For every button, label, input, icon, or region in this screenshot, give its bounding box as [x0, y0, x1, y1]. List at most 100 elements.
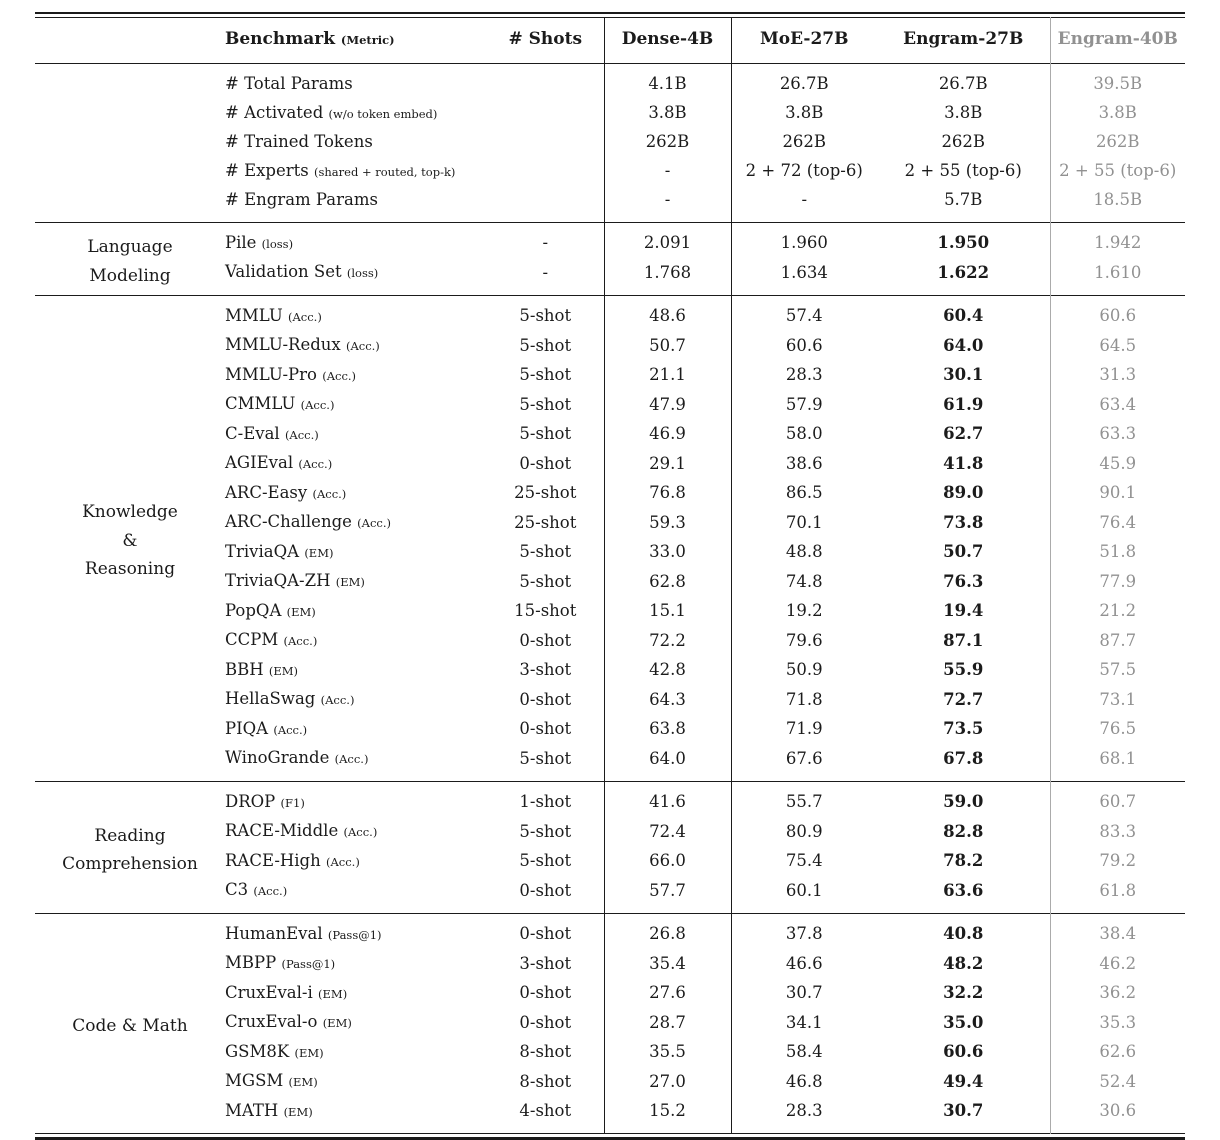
- value-cell: 1.768: [604, 258, 732, 295]
- value-cell: 63.4: [1099, 394, 1137, 414]
- section-group-label: Language Modeling: [35, 222, 225, 295]
- metric-label: (EM): [286, 604, 316, 619]
- metric-label: (Acc.): [284, 427, 319, 442]
- benchmark-name: CruxEval-o: [225, 1012, 318, 1031]
- shots-cell: 5-shot: [487, 537, 605, 567]
- shots-cell: [487, 128, 605, 157]
- table-row: C3 (Acc.) 0-shot 57.7 60.1 63.6 61.8: [35, 876, 1185, 913]
- group-label-line: &: [122, 530, 138, 551]
- metric-label: (Pass@1): [281, 957, 336, 971]
- value-cell: 18.5B: [1093, 190, 1143, 209]
- value-cell: 35.0: [877, 1008, 1051, 1038]
- value-cell: 76.4: [1099, 512, 1137, 532]
- value-cell: 15.2: [604, 1096, 732, 1134]
- value-cell: 64.3: [604, 685, 732, 715]
- section-model-config: # Total Params 4.1B 26.7B 26.7B 39.5B # Activ…: [35, 63, 1185, 222]
- value-cell: 72.7: [877, 685, 1051, 715]
- benchmark-name: GSM8K: [225, 1041, 290, 1061]
- value-cell: 21.2: [1099, 601, 1137, 620]
- group-label-line: Modeling: [89, 265, 171, 286]
- table-row: Validation Set (loss) -1.768 1.634 1.622 1.6…: [35, 258, 1185, 295]
- value-cell: 32.2: [877, 978, 1051, 1008]
- value-cell: 30.1: [877, 360, 1051, 390]
- section-reading-comprehension: Reading Comprehension DROP (F1) 1-shot 41.6 5…: [35, 781, 1185, 913]
- value-cell: 26.7B: [877, 63, 1051, 99]
- benchmark-cell: HellaSwag (Acc.): [225, 685, 487, 715]
- metric-label: (EM): [288, 1075, 318, 1089]
- benchmark-name: HellaSwag: [225, 689, 316, 708]
- benchmark-name: HumanEval: [225, 923, 323, 943]
- table-row: C-Eval (Acc.) 5-shot 46.9 58.0 62.7 63.3: [35, 419, 1185, 449]
- value-cell: 262B: [782, 132, 827, 151]
- value-cell: 83.3: [1099, 821, 1137, 841]
- value-cell: 57.9: [785, 394, 823, 414]
- section-code-math: Code & Math HumanEval (Pass@1) 0-shot 26.8 3…: [35, 913, 1185, 1134]
- value-cell: 61.9: [877, 390, 1051, 420]
- shots-cell: 8-shot: [487, 1067, 605, 1097]
- value-cell: 64.5: [1099, 335, 1137, 355]
- value-cell: 39.5B: [1093, 74, 1143, 93]
- value-cell: 80.9: [785, 821, 823, 841]
- shots-cell: 5-shot: [487, 360, 605, 390]
- value-cell: 3.8B: [877, 98, 1051, 128]
- value-cell: 78.2: [877, 846, 1051, 876]
- benchmark-name: # Engram Params: [225, 190, 378, 209]
- value-cell: 86.5: [785, 483, 823, 502]
- benchmark-name: C-Eval: [225, 423, 280, 443]
- table-header: Benchmark (Metric) # Shots Dense-4B MoE-…: [35, 17, 1185, 64]
- benchmark-name: PIQA: [225, 718, 269, 738]
- shots-cell: 5-shot: [487, 390, 605, 420]
- value-cell: 77.9: [1099, 571, 1137, 591]
- value-cell: 42.8: [604, 655, 732, 685]
- table-row: CMMLU (Acc.) 5-shot 47.9 57.9 61.9 63.4: [35, 390, 1185, 420]
- group-label-line: Knowledge: [82, 502, 178, 523]
- shots-cell: 8-shot: [487, 1037, 605, 1067]
- value-cell: 73.5: [877, 714, 1051, 744]
- shots-cell: 0-shot: [487, 978, 605, 1008]
- benchmark-name: CMMLU: [225, 394, 296, 413]
- metric-label: (EM): [322, 1016, 352, 1030]
- benchmark-cell: TriviaQA (EM): [225, 538, 487, 568]
- benchmark-cell: # Activated (w/o token embed): [225, 99, 487, 129]
- metric-label: (EM): [268, 663, 299, 678]
- benchmark-name: ARC-Easy: [225, 482, 308, 502]
- benchmark-name: MMLU-Redux: [225, 335, 341, 354]
- table-row: WinoGrande (Acc.) 5-shot 64.0 67.6 67.8 68.1: [35, 744, 1185, 781]
- header-shots: # Shots: [487, 17, 605, 64]
- benchmark-cell: PIQA (Acc.): [225, 715, 487, 745]
- metric-label: (Acc.): [320, 693, 355, 707]
- benchmark-name: CruxEval-i: [225, 982, 313, 1002]
- table-row: # Activated (w/o token embed) 3.8B 3.8B 3.8…: [35, 98, 1185, 129]
- value-cell: 35.3: [1099, 1012, 1137, 1032]
- value-cell: -: [801, 190, 808, 209]
- value-cell: 47.9: [604, 390, 732, 420]
- value-cell: 89.0: [877, 478, 1051, 508]
- table-row: BBH (EM) 3-shot 42.8 50.9 55.9 57.5: [35, 655, 1185, 685]
- benchmark-cell: MMLU (Acc.): [225, 295, 487, 331]
- value-cell: 2 + 55 (top-6): [877, 156, 1051, 186]
- benchmark-cell: PopQA (EM): [225, 597, 487, 627]
- benchmark-cell: # Trained Tokens: [225, 128, 487, 157]
- shots-cell: 5-shot: [487, 331, 605, 361]
- metric-label: (Acc.): [345, 339, 380, 353]
- benchmark-cell: MGSM (EM): [225, 1067, 487, 1097]
- value-cell: 30.7: [785, 983, 823, 1002]
- value-cell: 62.6: [1099, 1042, 1137, 1061]
- table-row: TriviaQA-ZH (EM) 5-shot 62.8 74.8 76.3 77.9: [35, 567, 1185, 597]
- benchmark-name: Validation Set: [225, 262, 342, 281]
- shots-cell: 0-shot: [487, 913, 605, 949]
- value-cell: 48.6: [604, 295, 732, 331]
- benchmark-cell: CCPM (Acc.): [225, 626, 487, 656]
- value-cell: 28.3: [785, 365, 823, 384]
- group-label-line: Language: [87, 237, 173, 257]
- benchmark-cell: # Experts (shared + routed, top-k): [225, 157, 487, 187]
- benchmark-name: # Total Params: [225, 74, 353, 93]
- metric-label: (Acc.): [298, 457, 333, 471]
- value-cell: 30.6: [1099, 1101, 1137, 1120]
- shots-cell: 15-shot: [487, 596, 605, 626]
- group-label-line: Comprehension: [62, 854, 198, 874]
- value-cell: 60.4: [877, 295, 1051, 331]
- shots-cell: 5-shot: [487, 846, 605, 876]
- table-row: Knowledge & Reasoning MMLU (Acc.) 5-shot 48.6…: [35, 295, 1185, 579]
- benchmark-cell: CruxEval-i (EM): [225, 979, 487, 1009]
